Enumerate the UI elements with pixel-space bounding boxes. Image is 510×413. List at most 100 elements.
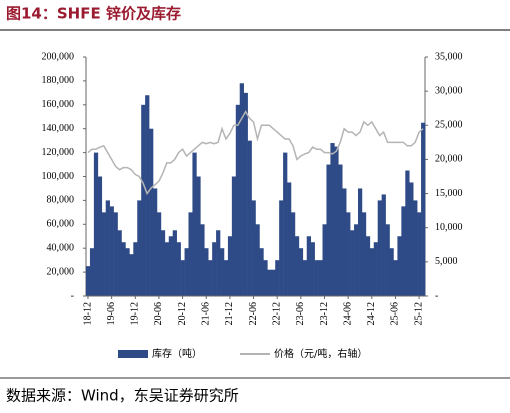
bar bbox=[200, 224, 205, 296]
bar bbox=[133, 242, 138, 296]
y-tick-label: 200,000 bbox=[42, 51, 75, 62]
y2-tick-label: 5,000 bbox=[435, 256, 458, 267]
bar bbox=[180, 260, 185, 296]
bar bbox=[125, 248, 130, 296]
y2-tick-label: 35,000 bbox=[435, 51, 463, 62]
bar bbox=[421, 122, 426, 296]
bar bbox=[176, 242, 181, 296]
y-tick-label: 140,000 bbox=[42, 123, 75, 134]
bar bbox=[208, 260, 213, 296]
bar bbox=[251, 200, 256, 296]
bar bbox=[196, 176, 201, 296]
bar bbox=[346, 212, 351, 296]
bar bbox=[373, 242, 378, 296]
bar bbox=[141, 104, 146, 296]
y2-tick-label: 15,000 bbox=[435, 188, 463, 199]
x-tick-label: 23-06 bbox=[295, 302, 306, 325]
x-tick-label: 19-12 bbox=[130, 302, 141, 325]
bar bbox=[287, 182, 292, 296]
bar bbox=[105, 200, 110, 296]
bar bbox=[223, 260, 229, 296]
x-tick-label: 18-12 bbox=[82, 302, 93, 325]
y-tick-label: 20,000 bbox=[47, 266, 75, 277]
bar bbox=[290, 212, 296, 296]
bar bbox=[113, 212, 118, 296]
bar bbox=[255, 224, 260, 296]
bar bbox=[149, 128, 154, 296]
bar bbox=[164, 242, 170, 296]
bar bbox=[389, 248, 394, 296]
bar bbox=[216, 230, 221, 296]
bar bbox=[117, 230, 122, 296]
y-tick-label: 80,000 bbox=[47, 195, 75, 206]
y2-tick-label: 30,000 bbox=[435, 85, 463, 96]
bar bbox=[168, 236, 174, 296]
bar bbox=[86, 266, 91, 296]
bar bbox=[156, 212, 162, 296]
y2-tick-label: - bbox=[435, 290, 438, 301]
bar bbox=[97, 176, 103, 296]
bar bbox=[227, 236, 233, 296]
bar bbox=[283, 152, 288, 296]
x-tick-label: 25-06 bbox=[390, 302, 401, 325]
x-tick-label: 24-12 bbox=[366, 302, 377, 325]
source: 数据来源：Wind，东吴证券研究所 bbox=[6, 387, 239, 405]
x-tick-label: 20-12 bbox=[177, 302, 188, 325]
y-tick-label: 60,000 bbox=[47, 219, 75, 230]
x-tick-label: 22-06 bbox=[248, 302, 259, 325]
bar bbox=[334, 146, 339, 296]
x-tick-label: 24-06 bbox=[342, 302, 353, 325]
bar bbox=[350, 230, 355, 296]
bar bbox=[153, 188, 158, 296]
x-tick-label: 20-06 bbox=[153, 302, 164, 325]
bar bbox=[417, 212, 422, 296]
bar bbox=[397, 236, 402, 296]
bar bbox=[413, 200, 418, 296]
bar bbox=[145, 95, 150, 297]
bar bbox=[263, 260, 268, 296]
price-line bbox=[87, 110, 424, 196]
bar bbox=[365, 236, 371, 296]
bar bbox=[247, 140, 252, 296]
x-tick-label: 25-12 bbox=[413, 302, 424, 325]
bar bbox=[231, 176, 237, 296]
bar bbox=[204, 248, 209, 296]
x-tick-label: 22-12 bbox=[271, 302, 282, 325]
bar bbox=[357, 188, 363, 296]
bar bbox=[354, 224, 359, 296]
bar bbox=[381, 194, 386, 296]
y2-tick-label: 25,000 bbox=[435, 120, 463, 131]
bar bbox=[160, 230, 166, 296]
x-tick-label: 21-12 bbox=[224, 302, 235, 325]
x-tick-label: 19-06 bbox=[106, 302, 117, 325]
bar bbox=[322, 224, 327, 296]
x-tick-label: 21-06 bbox=[201, 302, 212, 325]
y-tick-label: 40,000 bbox=[47, 242, 75, 253]
bar bbox=[361, 212, 367, 296]
bar bbox=[405, 170, 410, 296]
bar bbox=[109, 206, 114, 296]
bar bbox=[267, 269, 272, 296]
bar bbox=[259, 248, 264, 296]
bar bbox=[279, 200, 284, 296]
bar bbox=[243, 92, 248, 296]
bar bbox=[101, 212, 107, 296]
bar bbox=[188, 212, 193, 296]
bar bbox=[310, 242, 315, 296]
bar bbox=[318, 260, 323, 296]
chart-title: 图14：SHFE 锌价及库存 bbox=[6, 5, 181, 23]
bar bbox=[220, 248, 225, 296]
bar bbox=[326, 164, 331, 296]
bar bbox=[89, 248, 95, 296]
bar bbox=[275, 260, 280, 296]
bar bbox=[192, 152, 197, 296]
bar bbox=[314, 260, 319, 296]
bar bbox=[330, 143, 335, 296]
bar bbox=[369, 248, 375, 296]
bar bbox=[235, 104, 241, 296]
bar bbox=[298, 248, 304, 296]
bar bbox=[121, 242, 126, 296]
bar bbox=[172, 230, 177, 296]
y-tick-label: 120,000 bbox=[42, 147, 75, 158]
